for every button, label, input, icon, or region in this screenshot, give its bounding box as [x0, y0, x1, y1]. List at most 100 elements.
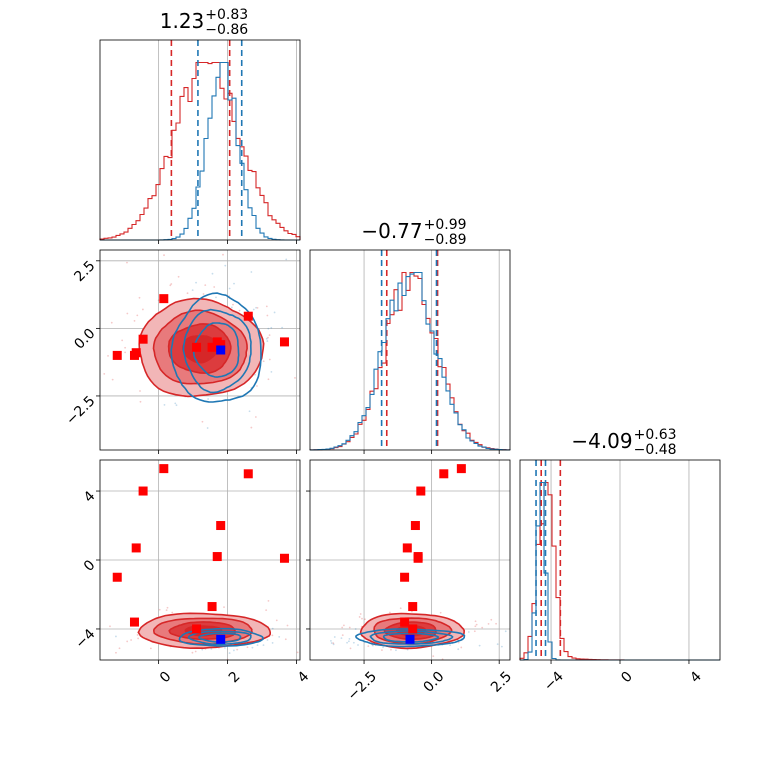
blue-sample-point	[252, 308, 255, 311]
red-sample-point	[358, 616, 361, 618]
blue-sample-point	[501, 645, 503, 648]
red-marker	[207, 342, 217, 352]
blue-marker	[216, 634, 226, 644]
red-sample-point	[72, 657, 74, 659]
red-sample-point	[149, 647, 152, 650]
red-marker	[159, 294, 169, 304]
blue-sample-point	[207, 398, 210, 400]
red-sample-point	[275, 619, 278, 622]
red-marker	[131, 543, 141, 553]
blue-sample-point	[271, 627, 274, 630]
red-sample-point	[124, 346, 127, 349]
x-tick-label: 0	[618, 669, 636, 687]
blue-sample-point	[211, 272, 214, 275]
red-sample-point	[481, 626, 484, 629]
histogram-panel-1: −0.77 +0.99−0.89	[309, 217, 511, 454]
red-marker	[138, 486, 148, 496]
red-sample-point	[265, 305, 268, 308]
red-histogram-series	[309, 271, 511, 451]
red-sample-point	[256, 385, 258, 387]
red-marker	[212, 337, 222, 347]
red-sample-point	[194, 650, 197, 653]
red-sample-point	[201, 420, 204, 423]
red-sample-point	[136, 634, 139, 636]
blue-sample-point	[278, 635, 281, 638]
red-sample-point	[141, 308, 144, 311]
blue-sample-point	[224, 647, 226, 649]
blue-sample-point	[233, 282, 235, 285]
red-sample-point	[389, 611, 391, 614]
red-sample-point	[118, 647, 121, 650]
blue-contour-level-0	[178, 627, 264, 647]
param-title-minus-2: −0.48	[634, 442, 677, 458]
red-sample-point	[262, 360, 265, 363]
red-marker	[400, 617, 410, 627]
red-sample-point	[232, 303, 234, 306]
blue-sample-point	[333, 636, 336, 638]
blue-sample-point	[467, 631, 470, 633]
red-marker	[416, 486, 426, 496]
red-sample-point	[121, 339, 124, 342]
red-sample-point	[139, 390, 141, 392]
panel-frame	[99, 249, 301, 451]
x-tick-label: −4	[541, 669, 567, 695]
blue-sample-point	[281, 326, 284, 329]
blue-sample-point	[332, 643, 335, 646]
red-sample-point	[110, 321, 113, 324]
red-marker	[138, 334, 148, 344]
red-sample-point	[246, 646, 249, 649]
blue-sample-point	[251, 646, 254, 649]
blue-sample-point	[271, 642, 274, 644]
red-sample-point	[460, 646, 463, 649]
red-sample-point	[138, 296, 141, 299]
blue-sample-point	[175, 404, 178, 407]
param-title-2: −4.09	[571, 429, 632, 453]
blue-sample-point	[210, 648, 213, 650]
blue-sample-point	[496, 643, 499, 646]
red-marker	[216, 521, 226, 531]
red-marker	[413, 552, 423, 562]
red-sample-point	[115, 651, 117, 654]
red-sample-point	[109, 625, 111, 628]
red-sample-point	[130, 639, 133, 641]
red-sample-point	[284, 638, 287, 641]
x-tick-label: 0.0	[420, 669, 447, 696]
red-sample-point	[359, 613, 362, 615]
red-marker	[159, 464, 169, 474]
red-marker	[439, 469, 449, 479]
blue-sample-point	[174, 402, 177, 405]
blue-contour-level-1	[369, 630, 454, 645]
x-tick-label: 0	[157, 669, 175, 687]
red-sample-point	[94, 380, 96, 382]
red-sample-point	[126, 312, 129, 315]
red-sample-point	[474, 625, 477, 628]
red-sample-point	[343, 624, 345, 627]
x-tick-label: 2.5	[488, 669, 515, 696]
red-marker	[131, 348, 141, 358]
blue-contour-level-2	[198, 632, 242, 643]
param-title-plus-1: +0.99	[424, 217, 467, 233]
red-sample-point	[495, 622, 497, 625]
red-sample-point	[267, 336, 269, 339]
contour-panel-1-2	[306, 459, 511, 664]
red-marker	[212, 552, 222, 562]
x-tick-label: 2	[226, 669, 244, 687]
red-sample-point	[223, 606, 225, 609]
red-sample-point	[202, 293, 205, 295]
blue-sample-point	[201, 648, 204, 651]
red-sample-point	[473, 630, 476, 633]
red-sample-point	[268, 334, 271, 337]
y-tick-label: −2.5	[63, 393, 98, 428]
contour-panel-0-2	[72, 459, 301, 664]
red-sample-point	[268, 358, 271, 361]
red-sample-point	[286, 624, 289, 627]
blue-sample-point	[215, 296, 217, 299]
blue-sample-point	[262, 644, 265, 647]
blue-histogram-series	[100, 61, 300, 241]
red-sample-point	[457, 641, 460, 644]
blue-sample-point	[115, 635, 117, 638]
blue-marker	[216, 345, 226, 355]
red-marker	[207, 602, 217, 612]
blue-sample-point	[265, 337, 268, 340]
